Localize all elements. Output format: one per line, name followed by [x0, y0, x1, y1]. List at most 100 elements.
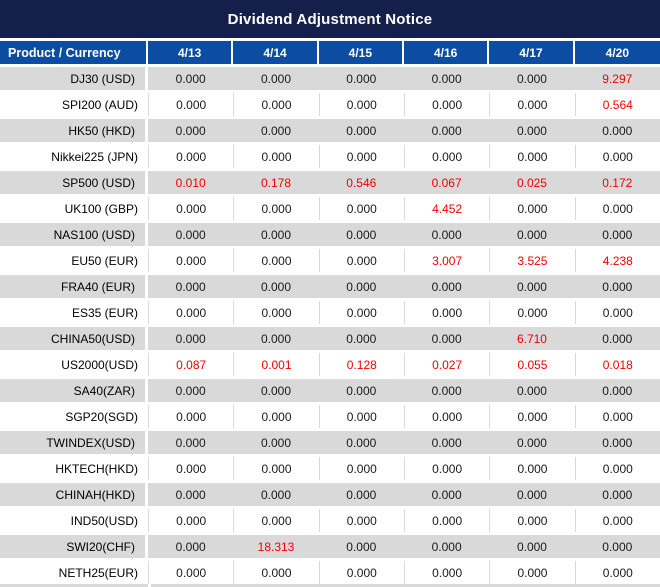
value-cell: 0.000 — [318, 197, 404, 220]
value-cell: 0.000 — [148, 275, 234, 298]
table-row: SPI200 (AUD) 0.000 0.000 0.000 0.000 0.000 0.5… — [0, 93, 660, 116]
value-cell: 0.000 — [574, 145, 660, 168]
value-cell: 0.172 — [574, 171, 660, 194]
value-cell: 0.000 — [318, 301, 404, 324]
value-cell: 0.000 — [574, 561, 660, 584]
value-cell: 0.000 — [403, 561, 490, 584]
value-cell: 0.000 — [489, 301, 575, 324]
column-header-product-currency: Product / Currency — [0, 41, 148, 64]
value-cell: 0.000 — [403, 93, 490, 116]
value-cell: 0.027 — [403, 353, 490, 376]
table-row: UK100 (GBP) 0.000 0.000 0.000 4.452 0.000 0.00… — [0, 197, 660, 220]
product-cell: SWI20(CHF) — [0, 535, 148, 558]
table-row: ES35 (EUR) 0.000 0.000 0.000 0.000 0.000 0.000 — [0, 301, 660, 324]
value-cell: 0.000 — [233, 93, 319, 116]
title-bar: Dividend Adjustment Notice — [0, 0, 660, 38]
value-cell: 0.000 — [489, 223, 575, 246]
value-cell: 0.000 — [148, 327, 234, 350]
value-cell: 0.067 — [403, 171, 490, 194]
value-cell: 0.000 — [403, 483, 490, 506]
dividend-table: Product / Currency 4/13 4/14 4/15 4/16 4/17 4… — [0, 38, 660, 587]
value-cell: 0.000 — [574, 483, 660, 506]
value-cell: 0.000 — [318, 561, 404, 584]
value-cell: 0.000 — [489, 535, 575, 558]
product-cell: CHINAH(HKD) — [0, 483, 148, 506]
value-cell: 0.000 — [148, 405, 234, 428]
product-cell: DJ30 (USD) — [0, 67, 148, 90]
table-row: SWI20(CHF) 0.000 18.313 0.000 0.000 0.000 0.00… — [0, 535, 660, 558]
value-cell: 0.128 — [318, 353, 404, 376]
value-cell: 0.000 — [148, 379, 234, 402]
value-cell: 0.000 — [148, 431, 234, 454]
value-cell: 0.000 — [489, 483, 575, 506]
table-row: DJ30 (USD) 0.000 0.000 0.000 0.000 0.000 9.297 — [0, 67, 660, 90]
value-cell: 0.000 — [489, 405, 575, 428]
value-cell: 0.000 — [318, 275, 404, 298]
product-cell: NETH25(EUR) — [0, 561, 148, 584]
table-row: TWINDEX(USD) 0.000 0.000 0.000 0.000 0.000 0.0… — [0, 431, 660, 454]
product-cell: EU50 (EUR) — [0, 249, 148, 272]
value-cell: 0.000 — [574, 457, 660, 480]
value-cell: 3.525 — [489, 249, 575, 272]
value-cell: 0.000 — [403, 535, 490, 558]
value-cell: 0.000 — [148, 509, 234, 532]
table-row: CHINAH(HKD) 0.000 0.000 0.000 0.000 0.000 0.00… — [0, 483, 660, 506]
table-row: FRA40 (EUR) 0.000 0.000 0.000 0.000 0.000 0.00… — [0, 275, 660, 298]
value-cell: 0.000 — [233, 145, 319, 168]
value-cell: 0.000 — [148, 561, 234, 584]
value-cell: 3.007 — [403, 249, 490, 272]
value-cell: 0.000 — [489, 119, 575, 142]
value-cell: 0.000 — [489, 67, 575, 90]
product-cell: Nikkei225 (JPN) — [0, 145, 148, 168]
value-cell: 0.000 — [489, 93, 575, 116]
value-cell: 0.000 — [233, 431, 319, 454]
value-cell: 0.000 — [233, 197, 319, 220]
value-cell: 0.000 — [318, 93, 404, 116]
value-cell: 0.000 — [318, 509, 404, 532]
table-row: NETH25(EUR) 0.000 0.000 0.000 0.000 0.000 0.00… — [0, 561, 660, 584]
value-cell: 0.000 — [148, 93, 234, 116]
value-cell: 0.000 — [318, 405, 404, 428]
value-cell: 0.000 — [148, 457, 234, 480]
value-cell: 0.000 — [233, 249, 319, 272]
value-cell: 0.000 — [233, 379, 319, 402]
value-cell: 0.000 — [403, 431, 490, 454]
value-cell: 0.000 — [318, 457, 404, 480]
value-cell: 0.000 — [574, 275, 660, 298]
value-cell: 0.000 — [233, 509, 319, 532]
value-cell: 9.297 — [574, 67, 660, 90]
value-cell: 0.087 — [148, 353, 234, 376]
value-cell: 0.000 — [318, 119, 404, 142]
value-cell: 0.000 — [403, 223, 490, 246]
column-header-date: 4/16 — [403, 41, 490, 64]
product-cell: TWINDEX(USD) — [0, 431, 148, 454]
table-body: DJ30 (USD) 0.000 0.000 0.000 0.000 0.000 9.297… — [0, 67, 660, 584]
value-cell: 0.000 — [233, 275, 319, 298]
value-cell: 0.000 — [574, 197, 660, 220]
value-cell: 0.000 — [403, 379, 490, 402]
value-cell: 0.000 — [574, 301, 660, 324]
value-cell: 0.000 — [574, 379, 660, 402]
value-cell: 0.000 — [318, 145, 404, 168]
column-header-date: 4/15 — [318, 41, 404, 64]
product-cell: NAS100 (USD) — [0, 223, 148, 246]
value-cell: 0.000 — [148, 249, 234, 272]
value-cell: 0.000 — [148, 535, 234, 558]
value-cell: 0.000 — [233, 119, 319, 142]
value-cell: 0.000 — [489, 145, 575, 168]
table-row: EU50 (EUR) 0.000 0.000 0.000 3.007 3.525 4.238 — [0, 249, 660, 272]
value-cell: 0.000 — [489, 431, 575, 454]
value-cell: 0.000 — [403, 301, 490, 324]
value-cell: 0.000 — [148, 119, 234, 142]
value-cell: 0.000 — [318, 223, 404, 246]
product-cell: US2000(USD) — [0, 353, 148, 376]
value-cell: 0.000 — [148, 145, 234, 168]
cutoff-label-segment — [0, 584, 148, 587]
value-cell: 0.000 — [489, 561, 575, 584]
value-cell: 0.000 — [318, 67, 404, 90]
value-cell: 0.000 — [233, 561, 319, 584]
value-cell: 0.000 — [489, 457, 575, 480]
product-cell: ES35 (EUR) — [0, 301, 148, 324]
cutoff-next-row-strip — [0, 584, 660, 587]
product-cell: HK50 (HKD) — [0, 119, 148, 142]
